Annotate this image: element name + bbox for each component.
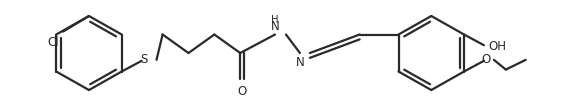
Text: H: H [271, 15, 279, 25]
Text: N: N [296, 56, 304, 69]
Text: O: O [481, 53, 490, 66]
Text: OH: OH [488, 40, 506, 53]
Text: N: N [271, 20, 279, 33]
Text: O: O [238, 85, 247, 98]
Text: Cl: Cl [47, 36, 59, 49]
Text: S: S [140, 53, 147, 66]
